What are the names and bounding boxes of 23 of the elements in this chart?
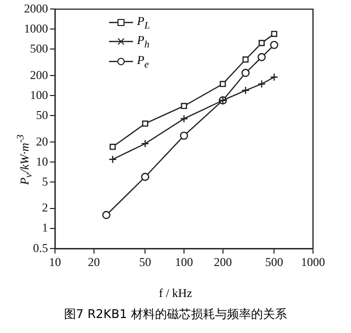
legend-label: P$_{h}$ bbox=[137, 33, 150, 51]
y-tick-label: 1 bbox=[42, 220, 48, 235]
legend-label: P$_{e}$ bbox=[137, 52, 149, 70]
x-tick-label: 200 bbox=[214, 254, 232, 269]
y-tick-label: 1000 bbox=[24, 21, 48, 36]
y-tick-label: 200 bbox=[30, 68, 48, 82]
x-tick-label: 100 bbox=[175, 254, 193, 269]
x-tick-label: 1000 bbox=[301, 254, 325, 269]
y-tick-label: 500 bbox=[30, 41, 48, 56]
x-tick-label: 50 bbox=[139, 254, 152, 269]
y-tick-label: 2 bbox=[42, 200, 48, 215]
y-tick-label: 0.5 bbox=[33, 240, 48, 255]
y-tick-label: 50 bbox=[36, 108, 48, 122]
x-tick-label: 500 bbox=[265, 254, 284, 269]
y-tick-label: 100 bbox=[30, 88, 48, 102]
y-tick-label: 20 bbox=[36, 134, 48, 148]
x-tick-label: 20 bbox=[88, 254, 100, 269]
y-tick-label: 2000 bbox=[24, 1, 48, 16]
legend-label: P$_{L}$ bbox=[137, 14, 150, 32]
caption: 图7 R2KB1 材料的磁芯损耗与频率的关系 bbox=[63, 306, 288, 323]
y-tick-label: 5 bbox=[42, 174, 48, 188]
x-axis-title: f / kHz bbox=[158, 286, 194, 301]
y-tick-label: 10 bbox=[36, 154, 48, 168]
